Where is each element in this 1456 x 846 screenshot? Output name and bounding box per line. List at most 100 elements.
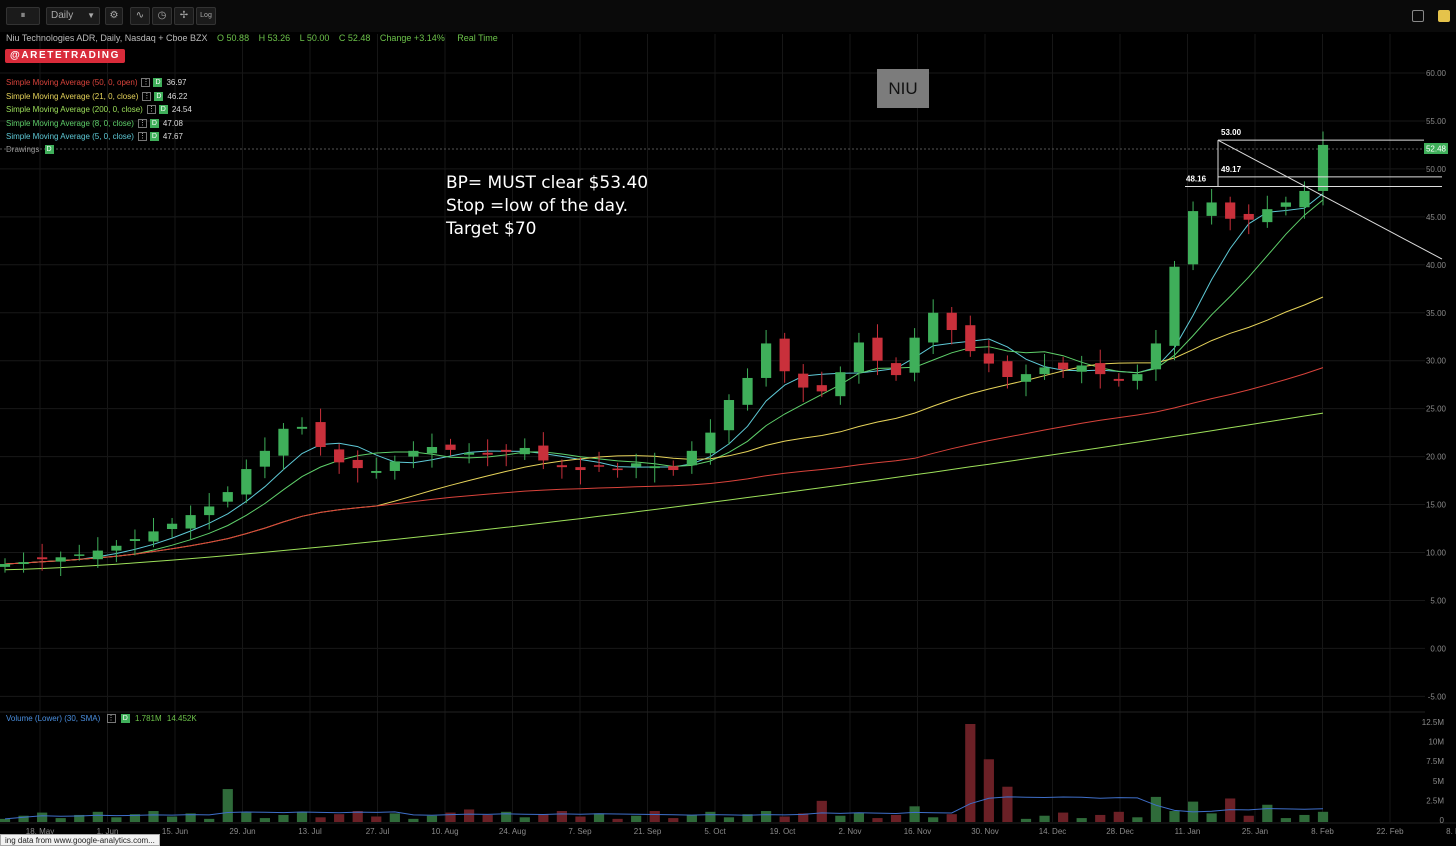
compare-button[interactable]: ∿ xyxy=(130,7,150,25)
candle-body xyxy=(853,342,865,373)
volume-bar xyxy=(705,811,716,822)
drawings-toggle[interactable]: D xyxy=(44,145,54,155)
volume-bar xyxy=(1132,817,1143,822)
candle-body xyxy=(1317,144,1329,191)
candle-body xyxy=(890,363,902,376)
volume-toggle[interactable]: D xyxy=(120,714,130,724)
candle-body xyxy=(204,506,215,516)
study-toggle[interactable]: D xyxy=(153,78,163,88)
volume-bar xyxy=(853,812,865,822)
drawing-tool-button[interactable]: ✢ xyxy=(174,7,194,25)
candle-body xyxy=(928,312,939,343)
study-settings-button[interactable]: ⋮ xyxy=(141,78,151,88)
study-value: 47.67 xyxy=(162,132,183,141)
volume-bar xyxy=(371,816,382,822)
volume-bar xyxy=(463,809,475,822)
study-settings-button[interactable]: ⋮ xyxy=(146,105,156,115)
study-toggle[interactable]: D xyxy=(158,105,168,115)
study-label: Simple Moving Average (50, 0, open) xyxy=(6,78,138,87)
study-label: Simple Moving Average (200, 0, close) xyxy=(6,105,143,114)
candle-body xyxy=(1039,367,1050,375)
study-settings-button[interactable]: ⋮ xyxy=(142,92,152,102)
candle-body xyxy=(1095,363,1106,375)
drawings-text: Drawings xyxy=(6,145,40,154)
volume-tick-label: 2.5M xyxy=(1426,796,1444,805)
last-price-label: 52.48 xyxy=(1426,145,1447,154)
volume-settings-button[interactable]: ⋮ xyxy=(106,714,116,724)
candle-body xyxy=(18,562,29,565)
price-tick-label: 30.00 xyxy=(1426,357,1447,366)
time-tick-label: 7. Sep xyxy=(568,827,592,836)
fullscreen-icon[interactable] xyxy=(1411,10,1424,22)
candle-body xyxy=(760,343,772,378)
candle-body xyxy=(1206,202,1217,216)
volume-bar xyxy=(1317,811,1329,822)
log-scale-button[interactable]: Log xyxy=(196,7,216,25)
volume-tick-label: 10M xyxy=(1428,738,1444,747)
candle-body xyxy=(463,452,475,455)
study-row[interactable]: Simple Moving Average (21, 0, close) ⋮ D 46… xyxy=(6,91,187,102)
time-tick-label: 15. Jun xyxy=(162,827,188,836)
trend-drawings: 53.00 49.17 48.16 52.48 xyxy=(1185,128,1448,260)
crosshair-icon: ✢ xyxy=(179,10,189,21)
volume-bar xyxy=(482,814,493,822)
replay-button[interactable]: ◷ xyxy=(152,7,172,25)
study-toggle[interactable]: D xyxy=(149,132,159,142)
volume-bar xyxy=(1225,798,1236,822)
price-tick-label: -5.00 xyxy=(1428,692,1447,701)
price-tick-label: 15.00 xyxy=(1426,501,1447,510)
interval-select[interactable]: Daily ▼ xyxy=(46,7,100,25)
volume-bar xyxy=(74,814,85,822)
candle-body xyxy=(835,372,846,397)
candle-body xyxy=(389,461,400,471)
candle-body xyxy=(408,450,419,457)
study-row[interactable]: Simple Moving Average (8, 0, close) ⋮ D 47.… xyxy=(6,118,183,129)
volume-bar xyxy=(1299,814,1310,822)
volume-tick-label: 12.5M xyxy=(1422,718,1445,727)
study-value: 36.97 xyxy=(166,78,187,87)
candle-body xyxy=(1076,365,1087,372)
candle-body xyxy=(0,564,11,567)
candle-body xyxy=(779,338,790,372)
volume-bar xyxy=(1095,814,1106,822)
study-row[interactable]: Simple Moving Average (200, 0, close) ⋮ D 2… xyxy=(6,104,192,115)
status-tooltip: ing data from www.google-analytics.com..… xyxy=(0,834,160,846)
price-tick-label: 0.00 xyxy=(1430,644,1446,653)
candle-body xyxy=(1187,211,1199,265)
sma-200-line xyxy=(4,412,1324,571)
volume-bar xyxy=(18,815,29,822)
time-tick-label: 24. Aug xyxy=(499,827,526,836)
candle-body xyxy=(1113,378,1124,381)
volume-bar xyxy=(760,811,772,822)
candle-body xyxy=(649,466,660,469)
study-settings-button[interactable]: ⋮ xyxy=(137,132,147,142)
candle-body xyxy=(668,466,679,471)
candle-body xyxy=(148,531,159,542)
study-settings-button[interactable]: ⋮ xyxy=(137,119,147,129)
brand-watermark: @ARETETRADING xyxy=(5,49,125,63)
trade-plan-note: BP= MUST clear $53.40 Stop =low of the d… xyxy=(446,172,648,241)
study-row[interactable]: Simple Moving Average (50, 0, open) ⋮ D 36.… xyxy=(6,77,187,88)
chart-type-button[interactable]: ⏸ xyxy=(6,7,40,25)
volume-sma-line xyxy=(4,796,1324,820)
volume-bar xyxy=(890,814,902,822)
volume-bar xyxy=(723,817,735,822)
study-row[interactable]: Simple Moving Average (5, 0, close) ⋮ D 47.… xyxy=(6,131,183,142)
study-toggle[interactable]: D xyxy=(149,119,159,129)
price-label-mid: 49.17 xyxy=(1221,165,1242,174)
gear-icon: ⚙ xyxy=(109,10,119,21)
price-label-top: 53.00 xyxy=(1221,128,1242,137)
log-label: Log xyxy=(200,12,212,19)
volume-bar xyxy=(334,814,345,822)
drawings-label[interactable]: Drawings D xyxy=(6,145,54,155)
price-axis: 60.00 55.00 50.00 45.00 40.00 35.00 30.00 25.00… xyxy=(1426,69,1447,701)
settings-button[interactable]: ⚙ xyxy=(105,7,123,25)
ticker-label: NIU xyxy=(877,69,929,108)
volume-bar xyxy=(408,818,419,822)
volume-bar xyxy=(816,800,827,822)
volume-bar xyxy=(352,811,363,822)
study-toggle[interactable]: D xyxy=(154,92,164,102)
candle-body xyxy=(296,426,308,429)
camera-icon[interactable] xyxy=(1438,10,1450,22)
